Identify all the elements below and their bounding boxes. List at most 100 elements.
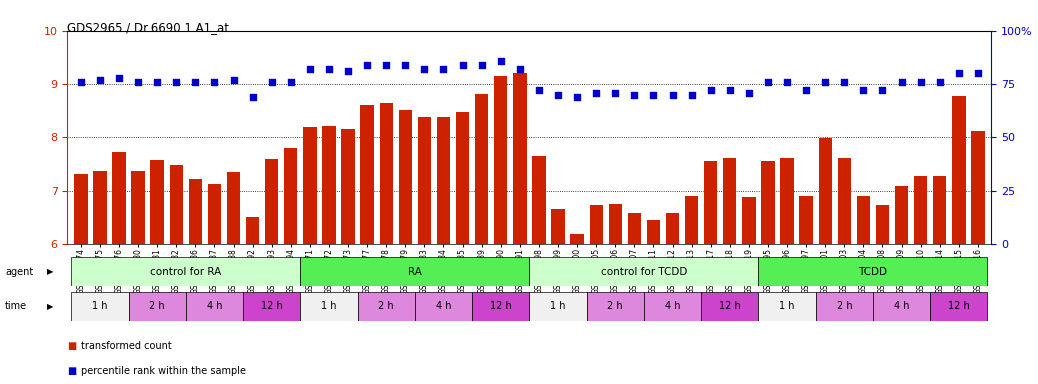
Point: [512, 66, 528, 72]
Point: [168, 79, 185, 85]
Text: control for TCDD: control for TCDD: [601, 266, 687, 277]
Text: percentile rank within the sample: percentile rank within the sample: [81, 366, 246, 376]
Bar: [129, 292, 186, 321]
Bar: [781, 157, 794, 244]
Point: [683, 91, 700, 98]
Bar: [873, 292, 930, 321]
Bar: [342, 129, 355, 244]
Point: [339, 68, 356, 74]
Point: [969, 70, 986, 76]
Point: [721, 87, 738, 93]
Point: [626, 91, 643, 98]
Point: [321, 66, 337, 72]
Bar: [876, 205, 890, 244]
Text: ■: ■: [67, 366, 77, 376]
Bar: [701, 292, 759, 321]
Bar: [799, 196, 813, 244]
Text: ▶: ▶: [47, 267, 53, 276]
Text: 1 h: 1 h: [92, 301, 108, 311]
Text: ▶: ▶: [47, 302, 53, 311]
Text: 4 h: 4 h: [207, 301, 222, 311]
Point: [836, 79, 852, 85]
Bar: [895, 186, 908, 244]
Text: 12 h: 12 h: [261, 301, 282, 311]
Bar: [322, 126, 335, 244]
Text: control for RA: control for RA: [151, 266, 221, 277]
Bar: [300, 257, 529, 286]
Bar: [838, 157, 851, 244]
Bar: [72, 292, 129, 321]
Bar: [415, 292, 472, 321]
Text: time: time: [5, 301, 27, 311]
Point: [894, 79, 910, 85]
Text: transformed count: transformed count: [81, 341, 171, 351]
Bar: [628, 213, 641, 244]
Point: [931, 79, 948, 85]
Bar: [417, 117, 431, 244]
Bar: [284, 148, 298, 244]
Bar: [243, 292, 300, 321]
Bar: [513, 73, 526, 244]
Bar: [761, 161, 774, 244]
Point: [359, 62, 376, 68]
Bar: [300, 292, 358, 321]
Bar: [759, 257, 987, 286]
Bar: [494, 76, 508, 244]
Point: [778, 79, 795, 85]
Bar: [74, 174, 87, 244]
Bar: [571, 234, 583, 244]
Text: 4 h: 4 h: [436, 301, 452, 311]
Bar: [856, 196, 870, 244]
Text: 12 h: 12 h: [490, 301, 512, 311]
Point: [492, 58, 509, 64]
Text: agent: agent: [5, 266, 33, 277]
Text: 1 h: 1 h: [321, 301, 336, 311]
Point: [760, 79, 776, 85]
Bar: [590, 205, 603, 244]
Bar: [665, 213, 679, 244]
Text: 12 h: 12 h: [948, 301, 969, 311]
Point: [550, 91, 567, 98]
Bar: [647, 220, 660, 244]
Bar: [608, 204, 622, 244]
Bar: [472, 292, 529, 321]
Point: [207, 79, 223, 85]
Bar: [933, 175, 947, 244]
Bar: [112, 152, 126, 244]
Point: [416, 66, 433, 72]
Text: 2 h: 2 h: [149, 301, 165, 311]
Bar: [685, 196, 699, 244]
Point: [435, 66, 452, 72]
Bar: [189, 179, 202, 244]
Bar: [704, 161, 717, 244]
Bar: [551, 209, 565, 244]
Point: [951, 70, 967, 76]
Text: ■: ■: [67, 341, 77, 351]
Text: RA: RA: [408, 266, 421, 277]
Text: TCDD: TCDD: [858, 266, 887, 277]
Point: [130, 79, 146, 85]
Bar: [265, 159, 278, 244]
Point: [397, 62, 413, 68]
Text: 2 h: 2 h: [837, 301, 852, 311]
Text: 4 h: 4 h: [664, 301, 680, 311]
Bar: [72, 257, 300, 286]
Bar: [93, 171, 107, 244]
Text: 4 h: 4 h: [894, 301, 909, 311]
Bar: [151, 160, 164, 244]
Point: [740, 89, 757, 96]
Point: [302, 66, 319, 72]
Point: [855, 87, 872, 93]
Point: [225, 77, 242, 83]
Bar: [759, 292, 816, 321]
Bar: [399, 109, 412, 244]
Point: [569, 94, 585, 100]
Point: [798, 87, 815, 93]
Text: 2 h: 2 h: [607, 301, 623, 311]
Point: [187, 79, 203, 85]
Point: [646, 91, 662, 98]
Bar: [208, 184, 221, 244]
Bar: [246, 217, 260, 244]
Point: [73, 79, 89, 85]
Bar: [132, 171, 144, 244]
